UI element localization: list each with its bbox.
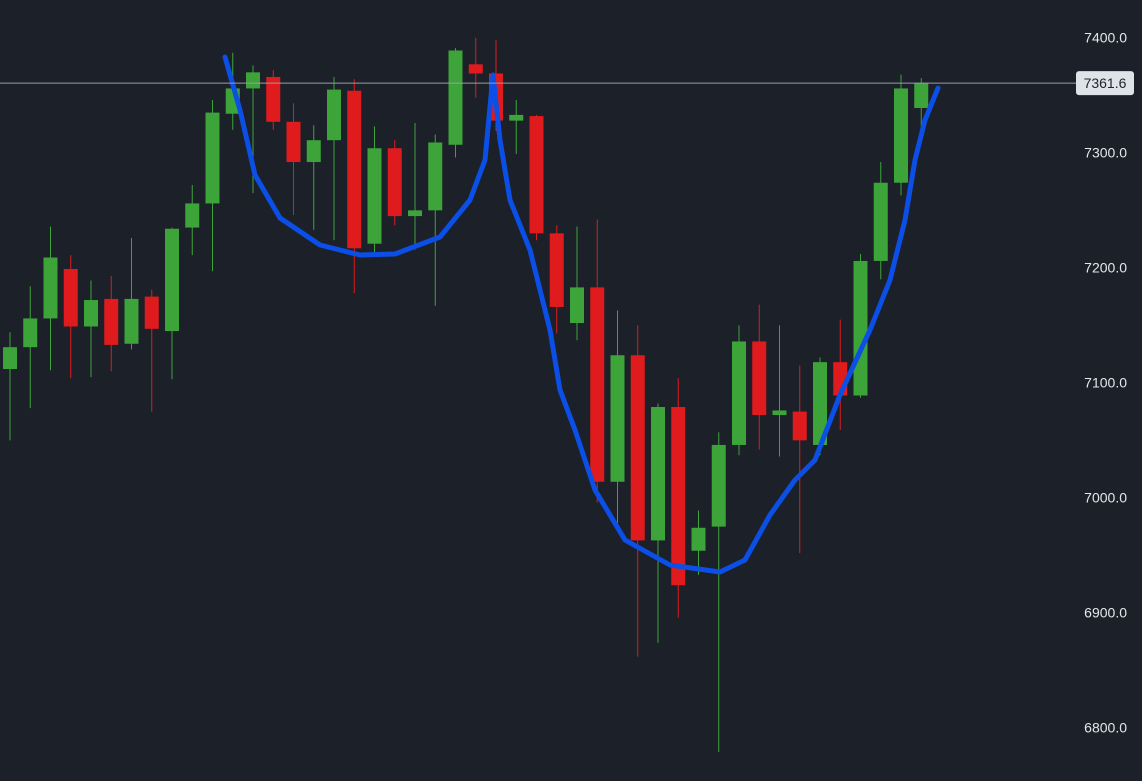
candle-body bbox=[387, 148, 402, 217]
candles bbox=[3, 37, 929, 753]
candle-body bbox=[752, 341, 767, 416]
candle-body bbox=[570, 287, 584, 324]
candle-body bbox=[104, 298, 119, 345]
candle-body bbox=[671, 407, 686, 586]
candle-body bbox=[691, 527, 706, 551]
candle-body bbox=[711, 444, 726, 527]
candle-body bbox=[43, 257, 58, 319]
candle-body bbox=[732, 341, 746, 445]
candle-body bbox=[813, 362, 827, 445]
candle-body bbox=[894, 88, 908, 183]
candle-body bbox=[246, 72, 260, 89]
last-price-box bbox=[1076, 71, 1134, 96]
y-tick-label: 7100.0 bbox=[1084, 375, 1127, 391]
candle-body bbox=[549, 233, 564, 307]
candle-body bbox=[853, 260, 868, 396]
candle-body bbox=[468, 64, 483, 74]
last-price-label: 7361.6 bbox=[1084, 75, 1127, 91]
candle-body bbox=[185, 203, 200, 228]
candle-body bbox=[873, 182, 888, 261]
candle-body bbox=[84, 300, 98, 327]
y-tick-label: 7200.0 bbox=[1084, 260, 1127, 276]
candle-body bbox=[590, 287, 605, 482]
candle-body bbox=[286, 121, 301, 163]
y-tick-label: 6800.0 bbox=[1084, 720, 1127, 736]
candle-body bbox=[509, 114, 524, 121]
candle-body bbox=[347, 90, 362, 249]
candle-body bbox=[651, 407, 665, 541]
candle-body bbox=[306, 140, 321, 163]
candle-body bbox=[205, 112, 220, 204]
y-tick-label: 7300.0 bbox=[1084, 145, 1127, 161]
cup-handle-drawing bbox=[222, 54, 941, 575]
candle-body bbox=[327, 89, 341, 141]
candle-body bbox=[408, 210, 422, 217]
candle-body bbox=[610, 355, 625, 482]
candle-body bbox=[529, 116, 544, 234]
candle-body bbox=[792, 411, 807, 441]
candle-body bbox=[63, 268, 78, 327]
y-tick-label: 6900.0 bbox=[1084, 605, 1127, 621]
candle-body bbox=[630, 355, 645, 541]
candle-body bbox=[772, 410, 787, 416]
candle-body bbox=[3, 347, 17, 370]
candle-body bbox=[23, 318, 38, 348]
candle-body bbox=[428, 142, 443, 211]
candle-body bbox=[165, 228, 179, 332]
candle-body bbox=[144, 296, 159, 329]
candle-body bbox=[448, 50, 463, 145]
y-tick-label: 7000.0 bbox=[1084, 490, 1127, 506]
candle-body bbox=[914, 83, 929, 108]
candle-body bbox=[367, 148, 382, 244]
candle-body bbox=[266, 76, 281, 122]
y-tick-label: 7400.0 bbox=[1084, 30, 1127, 46]
candle-body bbox=[124, 298, 139, 344]
